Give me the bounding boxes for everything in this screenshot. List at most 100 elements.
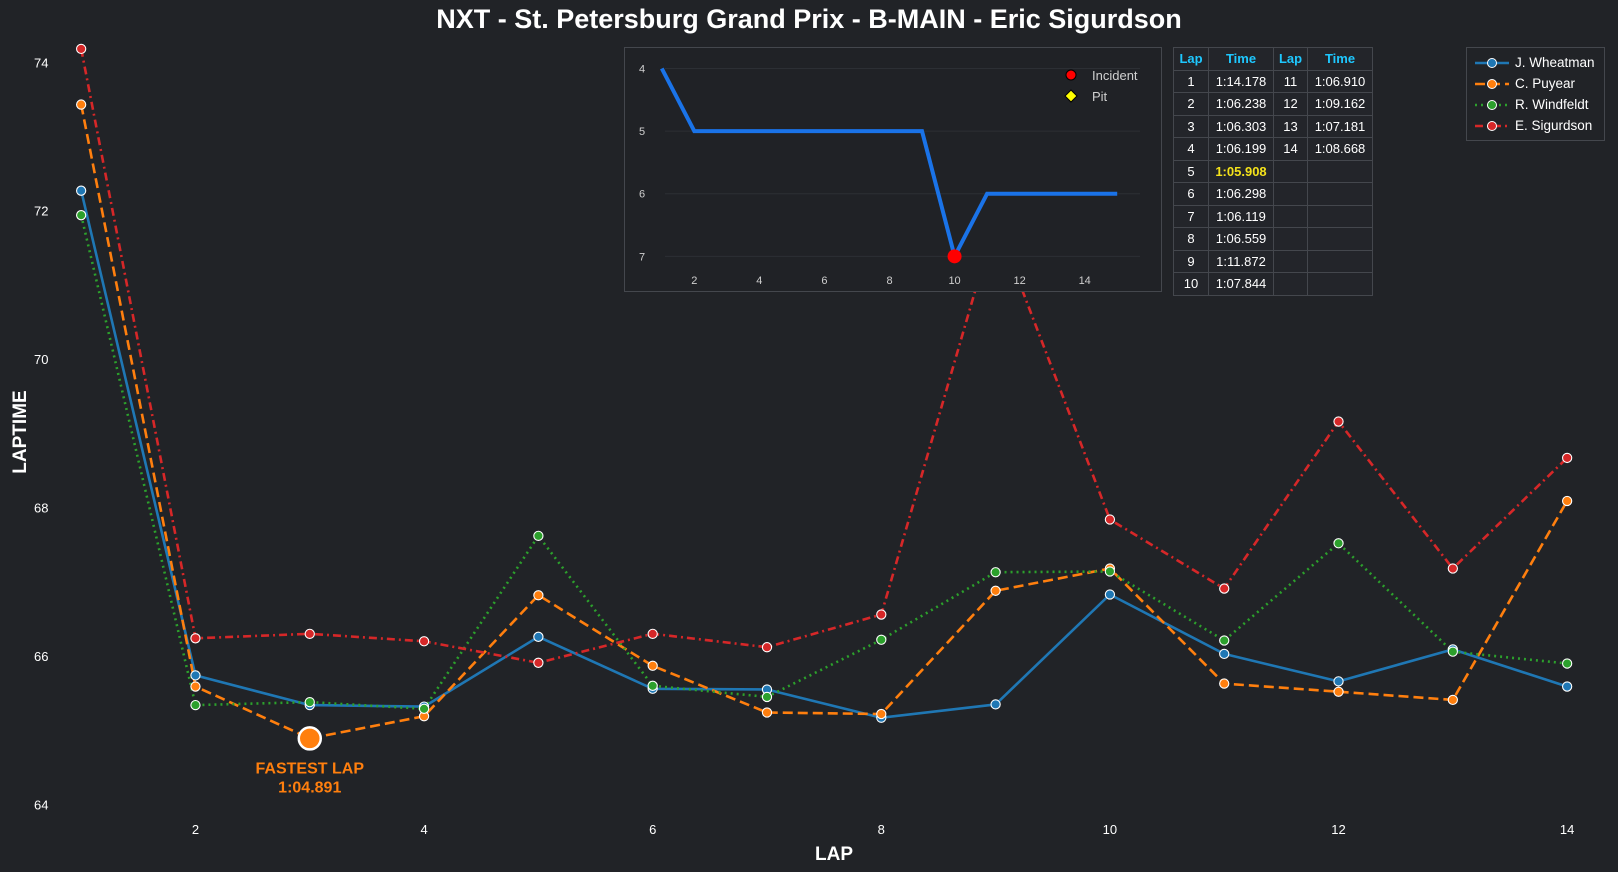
legend-item: J. Wheatman [1467,54,1604,75]
data-point [1219,648,1230,660]
data-point [1333,416,1344,427]
data-point [76,185,87,196]
chart-legend: J. Wheatman C. Puyear R. Windfeldt E. Sigur… [1466,47,1605,141]
data-point [876,634,887,645]
data-point [1104,589,1116,600]
data-point [76,210,87,221]
table-cell [1273,227,1308,251]
table-cell: 12 [1273,92,1308,116]
table-cell: 2 [1173,92,1209,116]
legend-swatch [1475,121,1509,131]
data-point [1333,676,1344,687]
data-point [1561,452,1573,464]
legend-item: E. Sigurdson [1467,117,1604,138]
table-cell: 10 [1173,272,1209,296]
table-cell: 1:14.178 [1208,69,1274,93]
inset-x-tick-label: 12 [1014,275,1026,287]
table-cell [1307,249,1373,273]
legend-item: C. Puyear [1467,75,1604,96]
data-point [533,631,544,642]
table-cell [1273,249,1308,273]
y-tick-label: 68 [34,501,48,516]
incident-legend-icon [1065,69,1077,81]
series-line [79,214,1568,711]
data-point [1561,681,1573,692]
inset-y-tick-label: 5 [639,126,645,138]
table-cell: 1:07.181 [1307,114,1373,138]
inset-x-tick-label: 4 [756,275,762,287]
table-cell: 11 [1273,69,1308,93]
data-point [1219,678,1230,689]
table-cell: 6 [1173,182,1209,206]
table-cell: 1:09.162 [1307,92,1373,116]
table-cell: 1:06.199 [1208,137,1274,161]
data-point [533,657,544,668]
x-tick-label: 12 [1331,822,1345,837]
position-inset-panel: 4 5 6 7 2 4 6 8 10 12 14 Incident Pit [624,47,1162,292]
chart-title: NXT - St. Petersburg Grand Prix - B-MAIN… [436,4,1182,34]
table-cell: 1:06.910 [1307,69,1373,93]
data-point [1219,583,1230,594]
x-tick-label: 10 [1103,822,1117,837]
table-cell: 7 [1173,204,1209,228]
table-cell: 8 [1173,227,1209,251]
data-point [76,43,87,55]
legend-marker [1487,121,1497,131]
y-tick-label: 70 [34,352,48,367]
data-point [76,99,87,110]
table-row: 8 1:06.559 [1173,227,1373,251]
table-cell: 1:06.238 [1208,92,1274,116]
series-line [79,48,1569,665]
legend-swatch [1475,100,1509,110]
table-cell [1307,182,1373,206]
data-point [1447,646,1458,657]
lap-table-header-cell: Lap [1173,47,1209,71]
data-point [876,708,887,720]
table-cell: 1:05.908 [1208,159,1274,183]
legend-item: R. Windfeldt [1467,96,1604,117]
x-tick-label: 6 [649,822,656,837]
table-cell [1273,272,1308,296]
legend-label: E. Sigurdson [1515,118,1593,133]
legend-marker [1487,58,1497,68]
lap-table-header-cell: Lap [1273,47,1308,71]
table-cell [1307,204,1373,228]
table-cell [1307,227,1373,251]
inset-x-tick-label: 10 [948,275,960,287]
data-point [1333,686,1344,697]
legend-marker [1487,79,1497,89]
data-point [1447,563,1458,574]
data-point [990,585,1001,596]
data-point [190,633,201,644]
data-point [1561,658,1573,669]
lap-table-header-cell: Time [1307,47,1373,71]
inset-x-tick-label: 6 [821,275,827,287]
data-point [1219,635,1230,646]
data-point [876,609,887,620]
data-point [1447,694,1458,706]
table-cell: 3 [1173,114,1209,138]
lap-table-header-cell: Time [1208,47,1274,71]
table-cell: 1:06.559 [1208,227,1274,251]
table-row: 2 1:06.238 12 1:09.162 [1173,92,1373,116]
data-point [533,530,544,542]
data-point [1333,538,1344,549]
table-cell: 1:06.303 [1208,114,1274,138]
position-inset-chart: 4 5 6 7 2 4 6 8 10 12 14 Incident Pit [639,64,1140,287]
data-point [190,681,201,692]
pit-legend-icon [1064,89,1078,103]
table-cell: 1:11.872 [1208,249,1274,273]
table-row: 5 1:05.908 [1173,159,1373,183]
table-row: 7 1:06.119 [1173,204,1373,228]
legend-marker [1487,100,1497,110]
position-line [660,67,1118,262]
data-point [647,660,658,671]
x-tick-label: 8 [878,822,885,837]
y-tick-label: 66 [34,649,48,664]
x-tick-label: 14 [1560,822,1574,837]
data-point [761,691,773,703]
data-point [647,628,658,639]
inset-x-tick-label: 2 [691,275,697,287]
table-row: 10 1:07.844 [1173,272,1373,296]
